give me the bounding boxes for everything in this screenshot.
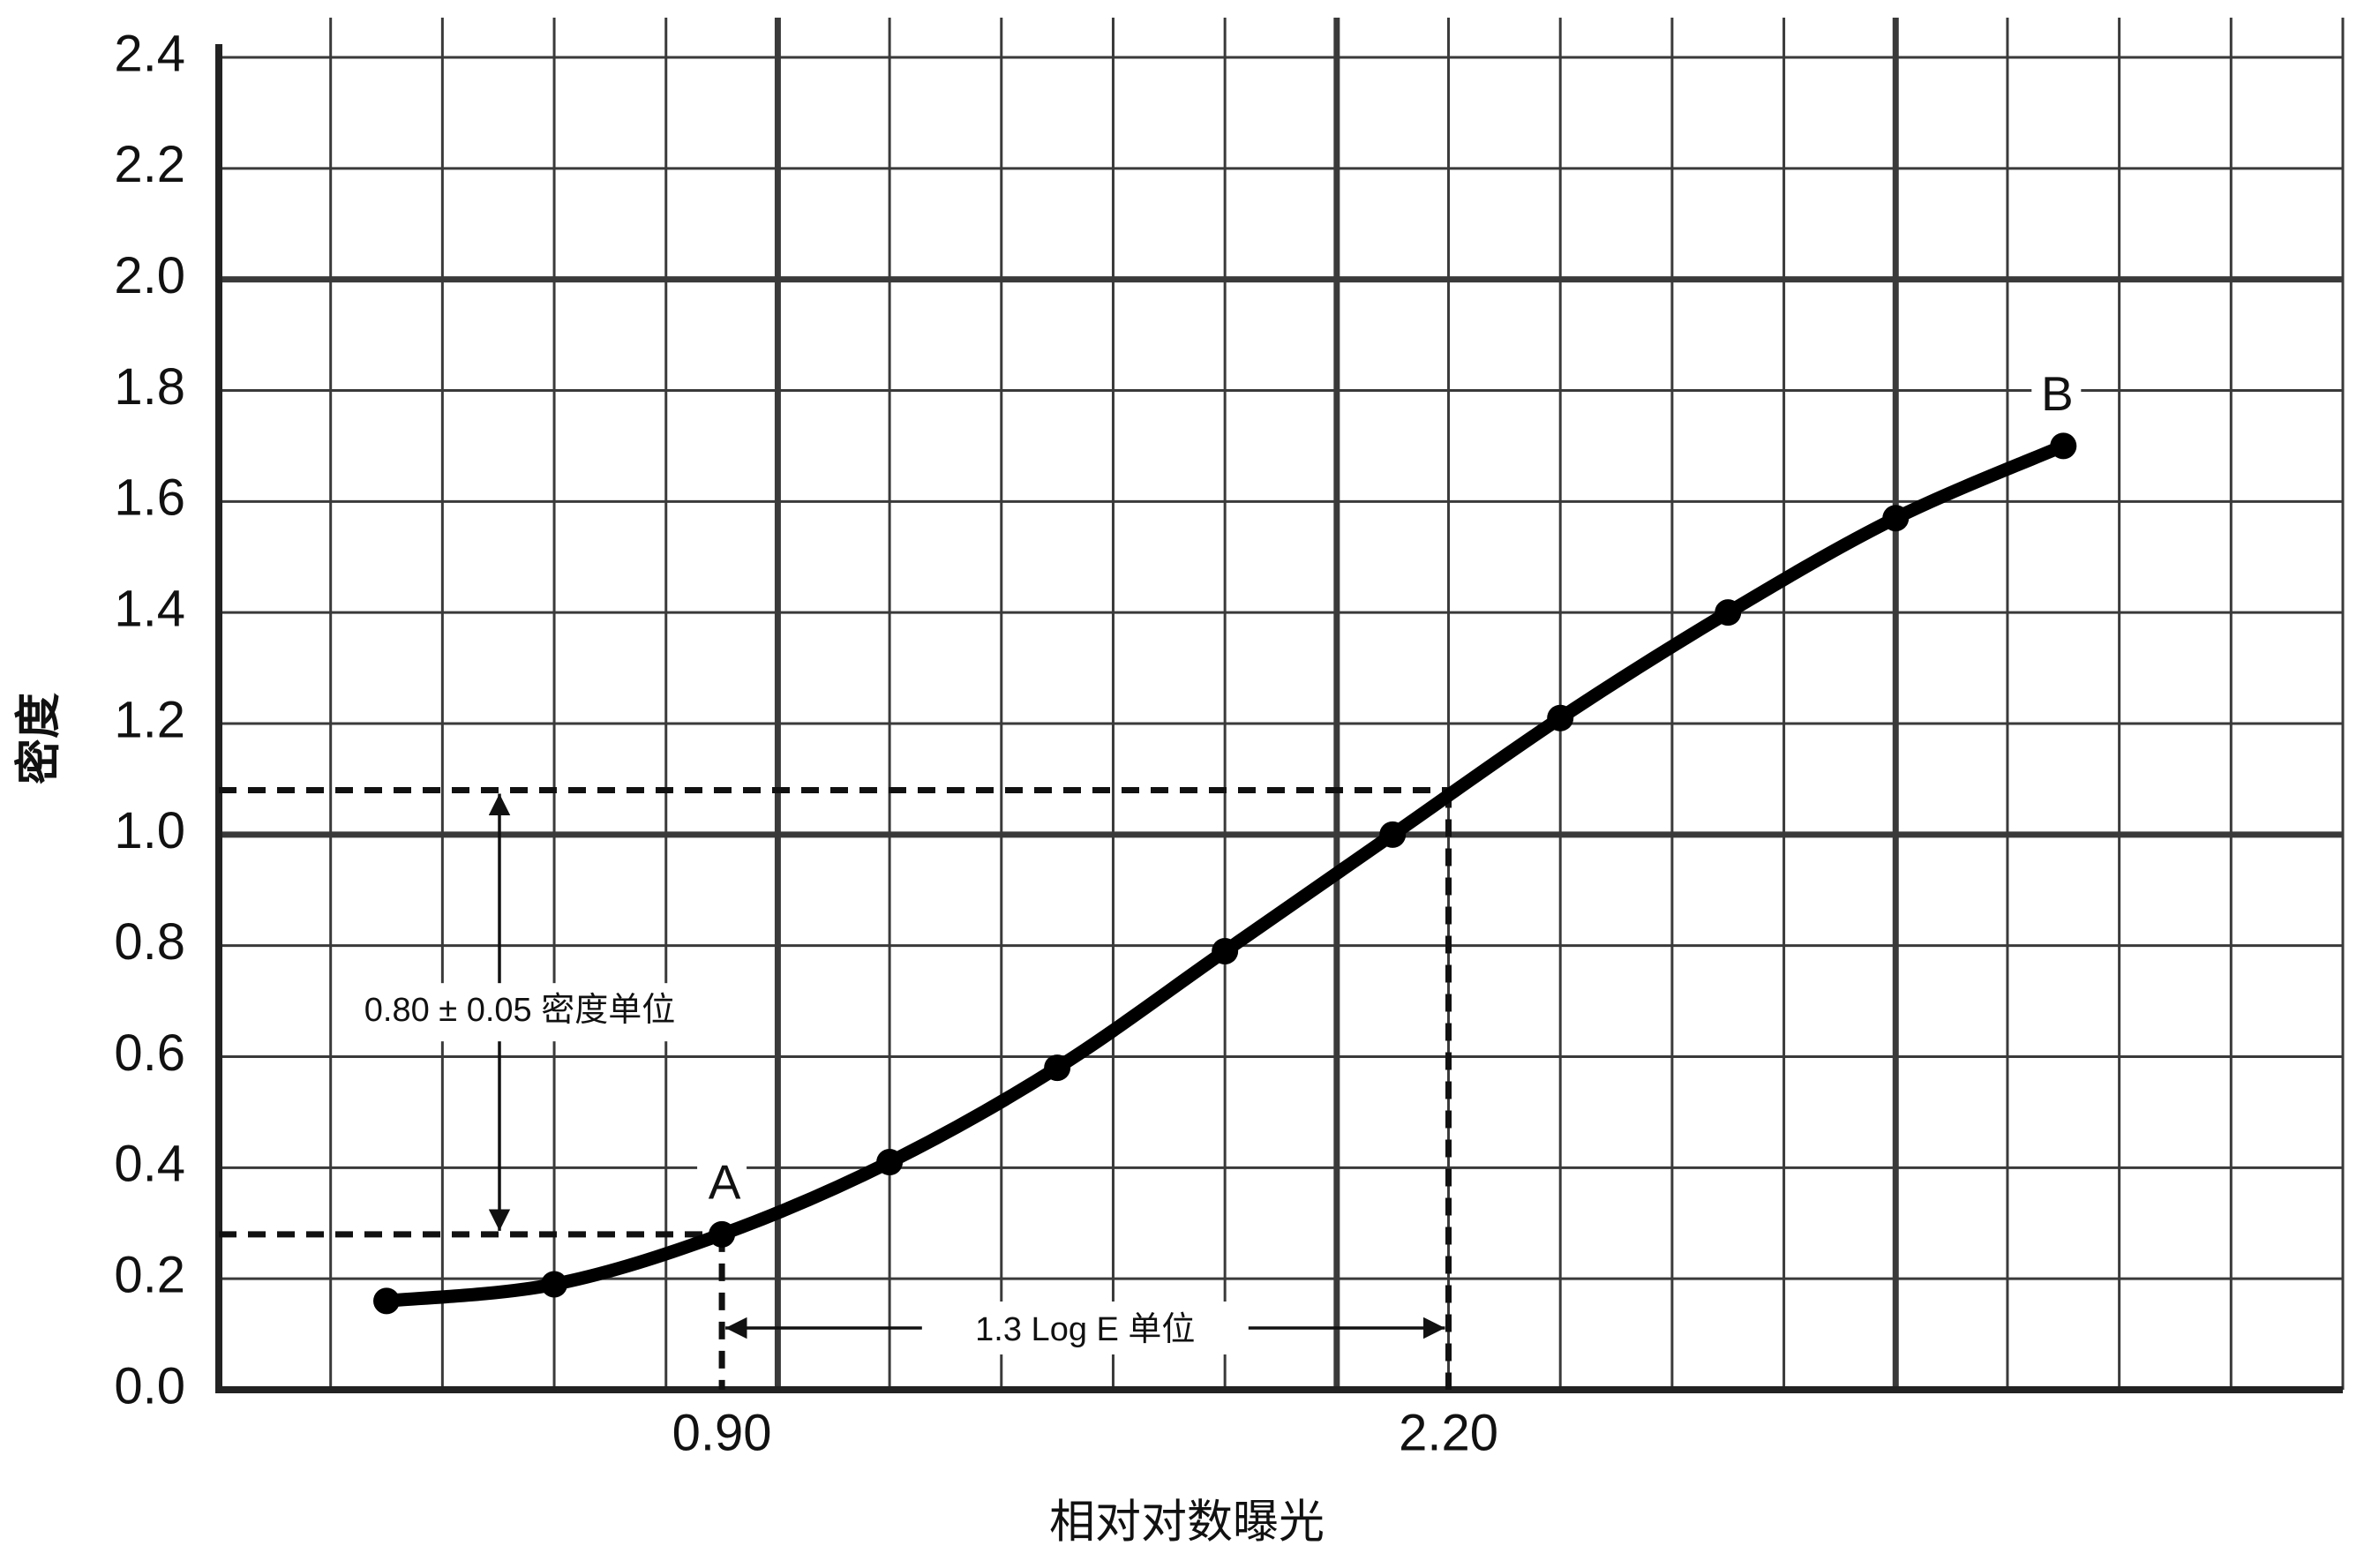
- data-point: [541, 1271, 568, 1298]
- data-point: [1715, 599, 1742, 626]
- data-point: [1212, 937, 1239, 964]
- y-tick-label: 2.0: [114, 247, 185, 304]
- y-tick-label: 1.8: [114, 358, 185, 416]
- x-axis-label: 相对对数曝光: [1049, 1497, 1325, 1549]
- y-tick-label: 0.4: [114, 1136, 185, 1193]
- y-tick-label: 0.0: [114, 1357, 185, 1414]
- point-label: B: [2041, 366, 2074, 421]
- y-tick-label: 0.2: [114, 1246, 185, 1303]
- point-label: A: [709, 1154, 741, 1209]
- data-point: [1882, 505, 1910, 532]
- y-tick-label: 1.6: [114, 469, 185, 527]
- label-background: [2031, 368, 2082, 424]
- y-tick-label: 2.4: [114, 25, 185, 82]
- data-point: [1547, 704, 1574, 731]
- x-tick-label: 2.20: [1399, 1404, 1498, 1461]
- data-point: [373, 1287, 401, 1315]
- annotation: 1.3 Log E 单位: [975, 1311, 1195, 1348]
- x-tick-label: 0.90: [672, 1404, 772, 1461]
- y-tick-label: 1.2: [114, 691, 185, 748]
- label-background: [335, 983, 697, 1042]
- y-tick-label: 2.2: [114, 136, 185, 193]
- annotation: 0.80 ± 0.05 密度单位: [364, 992, 675, 1029]
- data-point: [1379, 821, 1407, 848]
- data-point: [876, 1149, 904, 1176]
- label-background: [697, 1156, 747, 1212]
- label-background: [921, 1302, 1249, 1354]
- y-tick-label: 0.6: [114, 1024, 185, 1082]
- y-tick-label: 1.0: [114, 802, 185, 859]
- y-tick-label: 1.4: [114, 580, 185, 637]
- data-point: [2050, 432, 2077, 460]
- y-tick-label: 0.8: [114, 913, 185, 971]
- data-point: [1044, 1054, 1071, 1082]
- data-point: [709, 1220, 736, 1248]
- y-axis-label: 密度: [14, 693, 65, 784]
